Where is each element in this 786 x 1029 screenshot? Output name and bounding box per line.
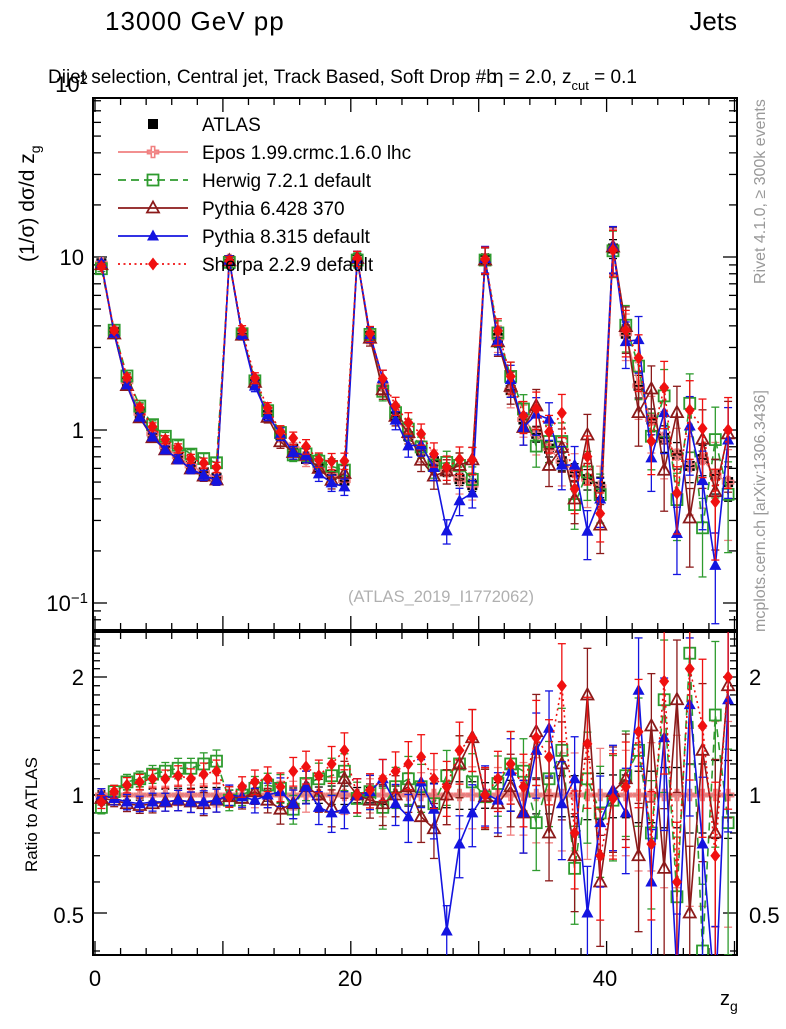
y-label-10: 10: [60, 245, 84, 270]
ratio-label-1-right: 1: [749, 783, 761, 808]
analysis-id-watermark: (ATLAS_2019_I1772062): [348, 588, 534, 606]
ratio-label-1-left: 1: [72, 783, 84, 808]
mcplots-source-note: mcplots.cern.ch [arXiv:1306.3436]: [752, 390, 769, 632]
ratio-label-2-left: 2: [72, 665, 84, 690]
series-sherpa-ratio-line: [100, 668, 729, 883]
ratio-panel-frame: [92, 631, 738, 956]
series-sherpa-ratio-markers: [96, 632, 734, 955]
y-axis-title: (1/σ) dσ/d zg: [16, 145, 43, 262]
main-series-group: [93, 225, 736, 625]
header-analysis-group: Jets: [689, 6, 737, 36]
legend-item-epos: Epos 1.99.crmc.1.6.0 lhc: [118, 143, 411, 164]
legend-item-sherpa: Sherpa 2.2.9 default: [118, 255, 374, 276]
legend: ATLAS Epos 1.99.crmc.1.6.0 lhc Herwig 7.2.…: [118, 115, 411, 276]
header-beam-energy: 13000 GeV pp: [105, 6, 285, 36]
series-sherpa-markers: [96, 229, 734, 561]
legend-item-herwig: Herwig 7.2.1 default: [118, 171, 372, 192]
legend-label-atlas: ATLAS: [202, 115, 261, 136]
ratio-label-05-right: 0.5: [749, 903, 780, 928]
cut-description: Dijet selection, Central jet, Track Base…: [48, 67, 637, 93]
series-pythia6-markers: [93, 226, 736, 568]
x-label-20: 20: [338, 966, 362, 991]
series-pythia6-line: [100, 246, 729, 526]
series-pythia8-ratio-line: [101, 690, 729, 955]
y-label-0p1: 10−1: [46, 590, 88, 616]
ratio-label-05-left: 0.5: [53, 903, 84, 928]
ratio-series-group: [93, 632, 737, 955]
y-label-100: 102: [55, 71, 88, 97]
legend-label-epos: Epos 1.99.crmc.1.6.0 lhc: [202, 143, 411, 164]
y-label-1: 1: [72, 418, 84, 443]
ratio-label-2-right: 2: [749, 665, 761, 690]
rivet-version-note: Rivet 4.1.0, ≥ 300k events: [752, 99, 769, 284]
legend-item-atlas: ATLAS: [148, 115, 261, 136]
series-pythia8-line: [100, 246, 729, 566]
legend-item-pythia8: Pythia 8.315 default: [118, 227, 371, 248]
x-label-40: 40: [593, 966, 617, 991]
legend-label-pythia8: Pythia 8.315 default: [202, 227, 371, 248]
x-label-0: 0: [89, 966, 101, 991]
legend-label-sherpa: Sherpa 2.2.9 default: [202, 255, 374, 276]
legend-label-pythia6: Pythia 6.428 370: [202, 199, 345, 220]
main-panel-frame: [92, 97, 738, 631]
x-axis-title: zg: [720, 988, 738, 1014]
legend-item-pythia6: Pythia 6.428 370: [118, 199, 345, 220]
ratio-axis-title: Ratio to ATLAS: [22, 757, 41, 872]
legend-label-herwig: Herwig 7.2.1 default: [202, 171, 372, 192]
